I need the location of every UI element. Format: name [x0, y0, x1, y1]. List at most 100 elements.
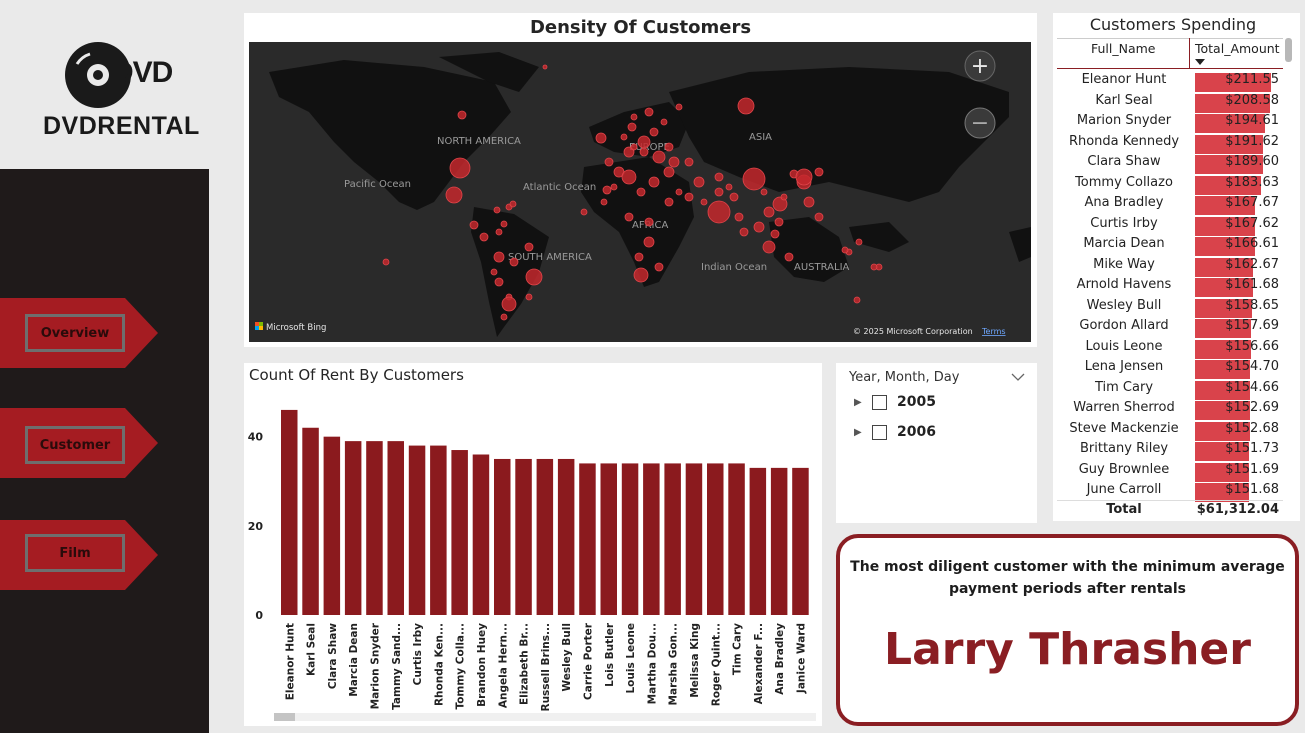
customer-location-marker[interactable] — [855, 238, 863, 246]
table-row-amount[interactable]: $167.67 — [1225, 195, 1279, 210]
table-row-amount[interactable]: $154.70 — [1225, 359, 1279, 374]
table-row-amount[interactable]: $156.66 — [1225, 338, 1279, 354]
nav-film-button[interactable]: Film — [0, 520, 160, 590]
table-row-name[interactable]: Arnold Havens — [1076, 277, 1172, 292]
bar[interactable] — [408, 445, 426, 615]
table-row-name[interactable]: Ana Bradley — [1084, 195, 1164, 210]
customer-location-marker[interactable] — [668, 156, 680, 168]
customer-location-marker[interactable] — [714, 187, 724, 197]
customer-location-marker[interactable] — [707, 200, 731, 224]
bar[interactable] — [536, 458, 554, 615]
bar[interactable] — [600, 463, 618, 615]
table-row-amount[interactable]: $166.61 — [1225, 236, 1279, 251]
map-canvas[interactable]: NORTH AMERICA Pacific Ocean Atlantic Oce… — [249, 42, 1031, 342]
customer-location-marker[interactable] — [784, 252, 794, 262]
customer-location-marker[interactable] — [734, 212, 744, 222]
table-row-amount[interactable]: $151.73 — [1225, 441, 1279, 456]
customer-location-marker[interactable] — [660, 118, 668, 126]
customer-location-marker[interactable] — [714, 172, 724, 182]
table-row-name[interactable]: Lena Jensen — [1084, 359, 1164, 374]
customer-location-marker[interactable] — [644, 217, 654, 227]
table-row-name[interactable]: Tim Cary — [1094, 379, 1154, 395]
customer-location-marker[interactable] — [760, 188, 768, 196]
customer-location-marker[interactable] — [648, 176, 660, 188]
customer-location-marker[interactable] — [636, 187, 646, 197]
customer-location-marker[interactable] — [675, 188, 683, 196]
table-row-amount[interactable]: $183.63 — [1225, 174, 1279, 190]
table-row-name[interactable]: Mike Way — [1093, 256, 1155, 272]
customer-location-marker[interactable] — [490, 268, 498, 276]
column-header-name[interactable]: Full_Name — [1091, 41, 1156, 56]
customer-location-marker[interactable] — [627, 122, 637, 132]
map-terms-link[interactable]: Terms — [981, 327, 1006, 336]
customer-location-marker[interactable] — [652, 150, 666, 164]
customer-location-marker[interactable] — [803, 196, 815, 208]
customer-location-marker[interactable] — [449, 157, 471, 179]
table-row-name[interactable]: Tommy Collazo — [1075, 174, 1173, 190]
customer-location-marker[interactable] — [654, 262, 664, 272]
customer-location-marker[interactable] — [493, 251, 505, 263]
table-row-name[interactable]: June Carroll — [1086, 482, 1162, 497]
customer-location-marker[interactable] — [580, 208, 588, 216]
customer-location-marker[interactable] — [493, 206, 501, 214]
table-row-amount[interactable]: $162.67 — [1225, 256, 1279, 272]
table-row-name[interactable]: Steve Mackenzie — [1069, 420, 1179, 436]
zoom-in-icon[interactable]: + — [964, 50, 996, 82]
customer-location-marker[interactable] — [637, 135, 651, 149]
customer-location-marker[interactable] — [753, 221, 765, 233]
customer-location-marker[interactable] — [780, 193, 788, 201]
bar[interactable] — [323, 436, 341, 615]
customer-location-marker[interactable] — [639, 147, 649, 157]
customer-location-marker[interactable] — [634, 252, 644, 262]
customer-location-marker[interactable] — [770, 229, 780, 239]
customer-location-marker[interactable] — [621, 169, 637, 185]
customer-location-marker[interactable] — [469, 220, 479, 230]
customer-location-marker[interactable] — [630, 113, 638, 121]
bar[interactable] — [728, 463, 745, 615]
bar[interactable] — [579, 463, 596, 615]
table-row-amount[interactable]: $167.62 — [1225, 215, 1279, 231]
customer-location-marker[interactable] — [610, 183, 618, 191]
table-row-amount[interactable]: $194.61 — [1225, 113, 1279, 128]
bar[interactable] — [494, 458, 511, 615]
bar[interactable] — [344, 441, 362, 615]
horizontal-scrollbar-track[interactable] — [274, 713, 816, 721]
customer-location-marker[interactable] — [600, 198, 608, 206]
customer-location-marker[interactable] — [500, 220, 508, 228]
bar[interactable] — [621, 463, 639, 615]
customer-location-marker[interactable] — [649, 127, 659, 137]
table-row-name[interactable]: Eleanor Hunt — [1081, 72, 1167, 87]
customer-location-marker[interactable] — [604, 157, 614, 167]
bar[interactable] — [643, 463, 660, 615]
customer-location-marker[interactable] — [795, 168, 813, 186]
customer-location-marker[interactable] — [739, 227, 749, 237]
table-row-amount[interactable]: $152.68 — [1225, 420, 1279, 436]
sort-descending-icon[interactable] — [1195, 59, 1205, 65]
customer-location-marker[interactable] — [509, 257, 519, 267]
slicer-item-2006[interactable]: ▶ 2006 — [854, 424, 936, 440]
checkbox[interactable] — [872, 394, 887, 410]
customer-location-marker[interactable] — [445, 186, 463, 204]
customer-location-marker[interactable] — [684, 192, 694, 202]
customer-location-marker[interactable] — [762, 240, 776, 254]
expand-icon[interactable]: ▶ — [854, 426, 862, 438]
bar[interactable] — [664, 463, 681, 615]
expand-icon[interactable]: ▶ — [854, 396, 862, 408]
slicer-item-2005[interactable]: ▶ 2005 — [854, 394, 936, 410]
bar[interactable] — [749, 467, 767, 615]
customer-location-marker[interactable] — [763, 206, 775, 218]
table-row-name[interactable]: Clara Shaw — [1087, 154, 1161, 169]
customer-location-marker[interactable] — [494, 277, 504, 287]
table-row-name[interactable]: Gordon Allard — [1079, 318, 1169, 333]
table-row-name[interactable]: Wesley Bull — [1086, 297, 1162, 313]
customer-location-marker[interactable] — [644, 107, 654, 117]
customer-location-marker[interactable] — [501, 296, 517, 312]
table-row-amount[interactable]: $157.69 — [1225, 318, 1279, 333]
table-row-name[interactable]: Rhonda Kennedy — [1068, 133, 1180, 149]
table-row-amount[interactable]: $161.68 — [1225, 277, 1279, 292]
customer-location-marker[interactable] — [602, 185, 612, 195]
customer-location-marker[interactable] — [814, 212, 824, 222]
customer-location-marker[interactable] — [664, 197, 674, 207]
customer-location-marker[interactable] — [525, 293, 533, 301]
customer-location-marker[interactable] — [620, 133, 628, 141]
